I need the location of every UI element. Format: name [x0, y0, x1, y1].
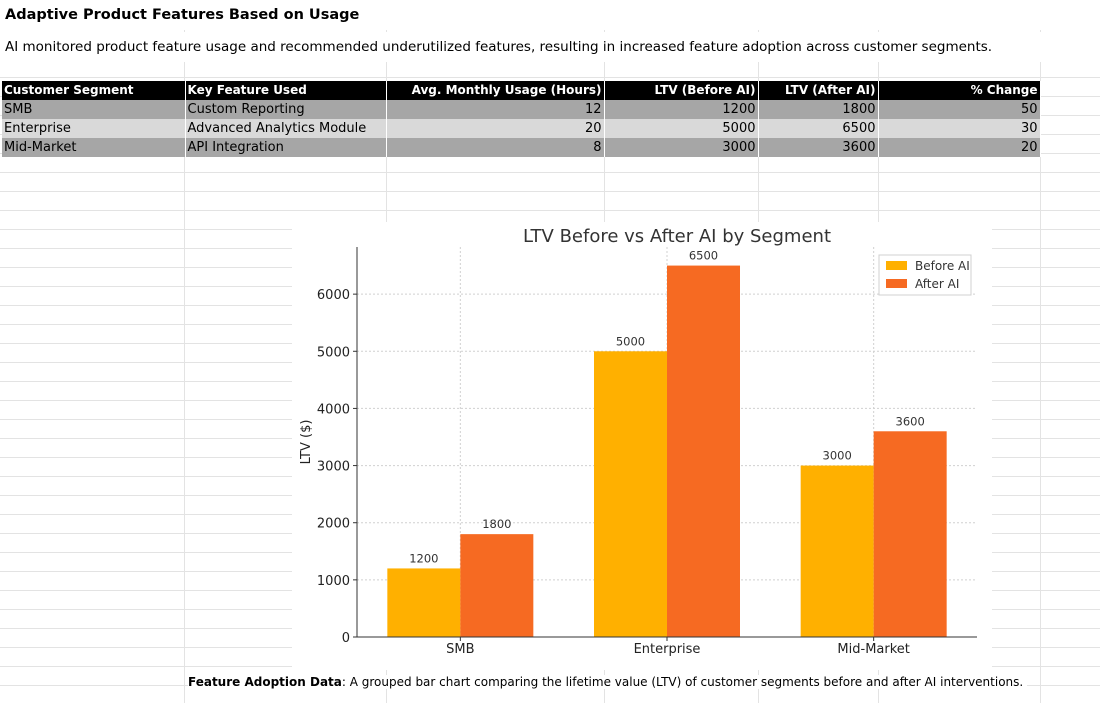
header-cell-usage[interactable]: Avg. Monthly Usage (Hours)	[386, 81, 605, 100]
y-axis-label: LTV ($)	[299, 420, 314, 465]
x-tick-label: Enterprise	[634, 642, 701, 657]
table-cell[interactable]: 8	[386, 138, 605, 157]
caption-bold: Feature Adoption Data	[188, 675, 342, 689]
page-subtitle[interactable]: AI monitored product feature usage and r…	[5, 39, 997, 55]
table-cell[interactable]: 6500	[758, 119, 879, 138]
table-row: SMB Custom Reporting 12 1200 1800 50	[2, 100, 1041, 119]
bar-value-label: 3000	[823, 449, 852, 463]
table-cell[interactable]: 50	[878, 100, 1041, 119]
legend-label: After AI	[915, 277, 959, 291]
bar-after-ai	[667, 265, 740, 637]
chart-svg: LTV Before vs After AI by Segment 0 1000 20…	[299, 226, 977, 657]
x-tick-label: Mid-Market	[837, 642, 909, 657]
bar-after-ai	[460, 534, 534, 637]
y-tick-label: 4000	[317, 402, 350, 417]
table-cell[interactable]: Mid-Market	[2, 138, 186, 157]
bar-value-label: 1200	[409, 551, 438, 565]
header-cell-change[interactable]: % Change	[878, 81, 1041, 100]
table-cell[interactable]: API Integration	[185, 138, 387, 157]
header-cell-feature[interactable]: Key Feature Used	[185, 81, 387, 100]
y-tick-label: 3000	[317, 460, 350, 475]
table-cell[interactable]: 3000	[604, 138, 759, 157]
bar-before-ai	[387, 568, 461, 637]
page-title[interactable]: Adaptive Product Features Based on Usage	[5, 7, 364, 23]
chart-title: LTV Before vs After AI by Segment	[523, 226, 831, 247]
table-cell[interactable]: 3600	[758, 138, 879, 157]
y-tick-label: 5000	[317, 345, 350, 360]
header-cell-ltv-before[interactable]: LTV (Before AI)	[604, 81, 759, 100]
table-cell[interactable]: 5000	[604, 119, 759, 138]
column-divider	[184, 0, 185, 703]
header-cell-segment[interactable]: Customer Segment	[2, 81, 186, 100]
chart-caption[interactable]: Feature Adoption Data: A grouped bar cha…	[188, 675, 1028, 689]
bar-after-ai	[873, 431, 947, 637]
y-tick-label: 2000	[317, 517, 350, 532]
header-cell-ltv-after[interactable]: LTV (After AI)	[758, 81, 879, 100]
table-cell[interactable]: Advanced Analytics Module	[185, 119, 387, 138]
bar-value-label: 6500	[689, 249, 718, 263]
data-table: Customer Segment Key Feature Used Avg. M…	[2, 81, 1041, 157]
y-tick-label: 6000	[317, 288, 350, 303]
table-cell[interactable]: 20	[878, 138, 1041, 157]
bar-value-label: 3600	[896, 414, 925, 428]
table-cell[interactable]: 30	[878, 119, 1041, 138]
y-tick-label: 0	[342, 631, 350, 646]
legend-swatch	[886, 279, 907, 288]
legend-swatch	[886, 261, 907, 270]
table-cell[interactable]: 1800	[758, 100, 879, 119]
table-row: Enterprise Advanced Analytics Module 20 …	[2, 119, 1041, 138]
bar-value-label: 5000	[616, 334, 645, 348]
legend-label: Before AI	[915, 259, 970, 273]
table-cell[interactable]: Custom Reporting	[185, 100, 387, 119]
bar-before-ai	[594, 351, 667, 637]
column-divider	[1040, 0, 1041, 703]
table-cell[interactable]: 20	[386, 119, 605, 138]
table-cell[interactable]: 12	[386, 100, 605, 119]
table-cell[interactable]: Enterprise	[2, 119, 186, 138]
x-tick-label: SMB	[446, 642, 474, 657]
caption-text: : A grouped bar chart comparing the life…	[341, 675, 1024, 689]
table-cell[interactable]: SMB	[2, 100, 186, 119]
table-row: Mid-Market API Integration 8 3000 3600 2…	[2, 138, 1041, 157]
y-tick-label: 1000	[317, 574, 350, 589]
table-header-row: Customer Segment Key Feature Used Avg. M…	[2, 81, 1041, 100]
bar-before-ai	[800, 465, 874, 637]
bar-value-label: 1800	[482, 517, 511, 531]
ltv-chart[interactable]: LTV Before vs After AI by Segment 0 1000 20…	[292, 222, 992, 670]
table-cell[interactable]: 1200	[604, 100, 759, 119]
